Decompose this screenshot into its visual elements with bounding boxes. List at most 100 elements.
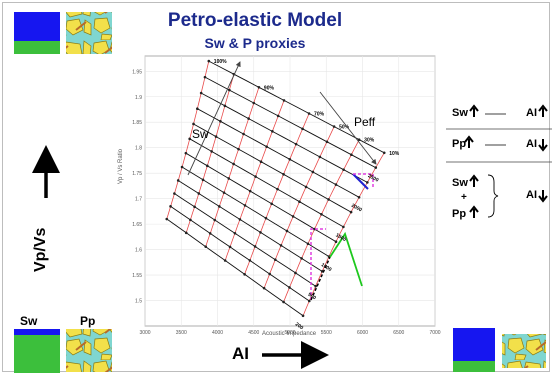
grid-node	[308, 299, 311, 303]
grid-node	[184, 151, 188, 155]
x-tick-label: 5000	[284, 330, 295, 336]
pressure-curve	[174, 193, 316, 287]
grid-node	[169, 205, 172, 208]
arrow-up-icon	[538, 104, 548, 117]
grid-node	[199, 91, 203, 95]
grid-node	[306, 242, 310, 246]
legend-r2-left: Pp	[452, 138, 467, 150]
grid-node	[243, 273, 246, 276]
grid-node	[238, 218, 242, 221]
grid-node	[228, 245, 232, 249]
grid-node	[219, 120, 222, 123]
grid-node	[213, 218, 217, 222]
pressure-label: 1500	[334, 232, 347, 243]
grid-node	[264, 216, 268, 220]
grid-node	[282, 300, 285, 304]
thumb-rock-top-left	[66, 12, 112, 54]
grid-node	[357, 195, 361, 199]
x-tick-label: 6500	[393, 330, 404, 336]
grid-node	[196, 107, 199, 110]
grid-node	[311, 170, 315, 174]
grid-node	[218, 205, 221, 208]
grid-node	[228, 88, 231, 92]
peff-trend-arrow	[319, 91, 377, 165]
saturation-curve	[263, 126, 335, 289]
grid-node	[254, 175, 257, 178]
saturation-label: 50%	[339, 125, 350, 131]
saturation-label: 30%	[364, 138, 375, 144]
grid-node	[288, 158, 292, 161]
thumb-rock-bottom-left	[66, 329, 112, 372]
grid-node	[248, 189, 252, 193]
x-tick-label: 4500	[248, 330, 259, 336]
grid-node	[197, 192, 201, 195]
grid-node	[301, 314, 305, 318]
saturation-curve	[224, 100, 285, 261]
grid-node	[270, 202, 273, 206]
sw-trend-arrow	[187, 61, 241, 176]
grid-node	[193, 205, 196, 209]
arrow-up-icon	[469, 174, 479, 187]
grid-node	[262, 286, 266, 290]
grid-node	[201, 178, 205, 182]
pressure-curve	[189, 138, 344, 228]
saturation-curve	[302, 152, 385, 316]
grid-node	[350, 153, 353, 156]
thumb-label-sw: Sw	[20, 314, 38, 328]
grid-node	[188, 137, 191, 141]
arrow-up-icon	[464, 135, 474, 148]
y-tick-label: 1.6	[135, 248, 142, 254]
saturation-curve	[205, 87, 260, 247]
grid-node	[253, 245, 257, 248]
grid-node	[342, 225, 345, 229]
legend-r1-left: Sw	[452, 107, 468, 119]
y-tick-label: 1.5	[135, 299, 142, 305]
legend-r3-top: Sw	[452, 177, 468, 189]
arrow-up-icon	[469, 104, 479, 117]
green-path	[329, 231, 363, 287]
blue-path	[352, 173, 369, 190]
grid-node	[243, 204, 247, 207]
x-tick-label: 5500	[321, 330, 332, 336]
grid-node	[204, 245, 207, 248]
grid-node	[349, 210, 353, 214]
pressure-label: 500	[307, 292, 317, 302]
grid-node	[271, 130, 274, 133]
grid-node	[257, 85, 261, 89]
grid-node	[207, 59, 211, 63]
grid-node	[325, 140, 329, 144]
saturation-curve	[185, 74, 235, 233]
grid-node	[276, 187, 279, 191]
legend-brace	[487, 174, 499, 218]
x-axis-label: Acoustic Impedance	[262, 331, 317, 337]
vpvs-axis-label: Vp/Vs	[32, 227, 49, 272]
arrow-up-icon	[469, 205, 479, 218]
y-tick-label: 1.8	[135, 146, 142, 152]
grid-node	[304, 185, 308, 189]
peff-annotation: Peff	[354, 115, 376, 129]
arrow-down-icon	[538, 139, 548, 152]
grid-node	[259, 231, 262, 234]
page-subtitle: Sw & P proxies	[204, 35, 306, 51]
grid-node	[173, 192, 176, 195]
x-tick-label: 7000	[429, 330, 440, 336]
x-tick-label: 3500	[176, 330, 187, 336]
pressure-curve	[197, 108, 360, 198]
grid-node	[273, 258, 277, 262]
grid-node	[294, 142, 298, 146]
pressure-label: 2000	[350, 203, 363, 214]
grid-node	[288, 286, 291, 289]
legend-r3-bottom: Pp	[452, 208, 467, 220]
grid-node	[318, 155, 322, 159]
grid-node	[374, 166, 378, 169]
page-title: Petro-elastic Model	[167, 10, 343, 31]
saturation-curve	[283, 139, 360, 303]
y-tick-label: 1.9	[135, 95, 142, 101]
y-tick-label: 1.7	[135, 197, 142, 203]
thumb-rock-bottom-right	[502, 334, 546, 368]
grid-node	[307, 112, 311, 115]
pressure-curve	[177, 180, 323, 272]
grid-node	[282, 173, 285, 176]
sw-annotation: Sw	[192, 127, 209, 141]
